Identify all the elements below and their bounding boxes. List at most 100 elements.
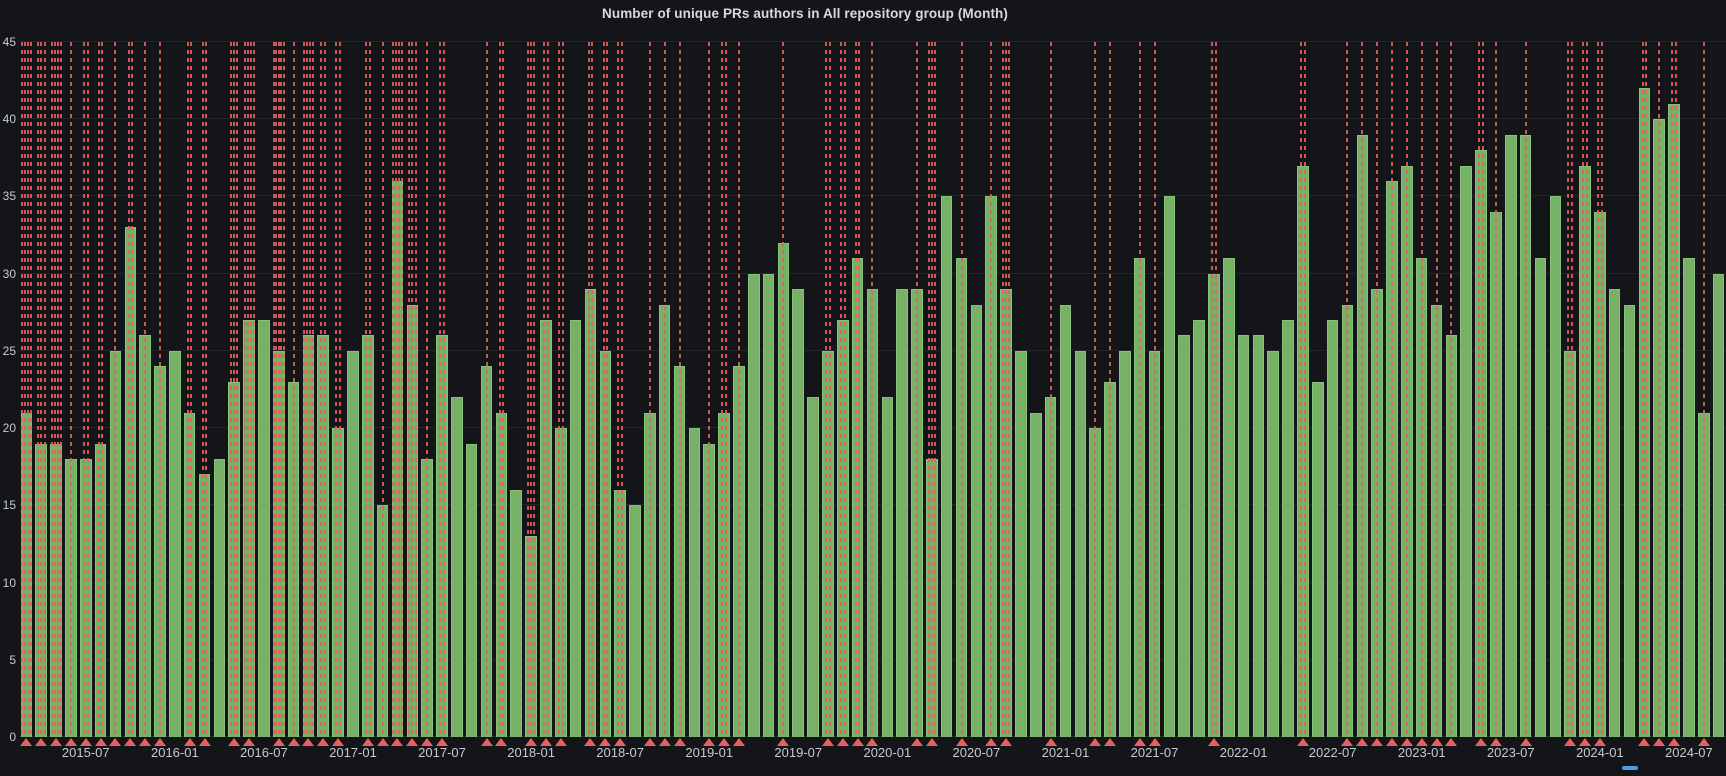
bar-2019-02[interactable]	[718, 412, 730, 737]
annotation-marker[interactable]	[1089, 738, 1102, 746]
annotation-marker[interactable]	[777, 738, 790, 746]
bar-2017-11[interactable]	[495, 412, 508, 737]
annotation-marker[interactable]	[718, 738, 731, 746]
bar-2021-12[interactable]	[1222, 258, 1235, 737]
bar-2019-10[interactable]	[837, 320, 849, 737]
annotation-marker[interactable]	[1103, 738, 1116, 746]
bar-2017-08[interactable]	[451, 397, 463, 737]
bar-2024-07[interactable]	[1683, 258, 1695, 737]
annotation-marker[interactable]	[406, 738, 419, 746]
bar-2018-03[interactable]	[554, 428, 567, 737]
bar-2023-11[interactable]	[1564, 350, 1576, 737]
bar-2023-12[interactable]	[1579, 165, 1591, 737]
bar-2015-07[interactable]	[79, 459, 92, 737]
bar-2023-07[interactable]	[1504, 134, 1517, 737]
annotation-marker[interactable]	[821, 738, 834, 746]
annotation-marker[interactable]	[153, 738, 166, 746]
annotation-marker[interactable]	[361, 738, 374, 746]
annotation-marker[interactable]	[985, 738, 998, 746]
annotation-marker[interactable]	[391, 738, 404, 746]
annotation-marker[interactable]	[911, 738, 923, 746]
annotation-marker[interactable]	[1638, 738, 1651, 746]
bar-2024-02[interactable]	[1608, 289, 1621, 737]
bar-2022-04[interactable]	[1282, 320, 1294, 737]
annotation-marker[interactable]	[658, 738, 671, 746]
bar-2022-07[interactable]	[1326, 320, 1339, 737]
bar-2017-01[interactable]	[347, 350, 359, 737]
annotation-marker[interactable]	[139, 738, 152, 746]
bar-2019-09[interactable]	[822, 350, 834, 737]
annotation-marker[interactable]	[584, 738, 597, 746]
annotation-marker[interactable]	[525, 738, 538, 746]
annotation-marker[interactable]	[495, 738, 508, 746]
annotation-marker[interactable]	[421, 738, 434, 746]
annotation-marker[interactable]	[1564, 738, 1577, 746]
annotation-marker[interactable]	[643, 738, 656, 746]
annotation-marker[interactable]	[480, 738, 493, 746]
bar-2023-05[interactable]	[1475, 150, 1487, 737]
bar-2016-07[interactable]	[258, 320, 270, 737]
annotation-marker[interactable]	[1386, 738, 1398, 746]
bar-2021-01[interactable]	[1059, 304, 1072, 737]
annotation-marker[interactable]	[866, 738, 879, 746]
annotation-marker[interactable]	[35, 738, 48, 746]
bar-2017-02[interactable]	[362, 335, 374, 737]
bar-2022-01[interactable]	[1237, 335, 1250, 737]
bar-2022-02[interactable]	[1252, 335, 1265, 737]
bar-2015-10[interactable]	[124, 227, 137, 737]
bar-2018-08[interactable]	[629, 505, 641, 737]
bar-2018-04[interactable]	[569, 320, 582, 737]
annotation-marker[interactable]	[1400, 738, 1413, 746]
bar-2017-09[interactable]	[465, 443, 478, 737]
annotation-marker[interactable]	[109, 738, 122, 746]
bar-2018-12[interactable]	[688, 428, 701, 737]
annotation-marker[interactable]	[1207, 738, 1220, 746]
bar-2022-03[interactable]	[1267, 350, 1280, 737]
annotation-marker[interactable]	[1000, 738, 1013, 746]
annotation-marker[interactable]	[64, 738, 77, 746]
annotation-marker[interactable]	[554, 738, 567, 746]
annotation-marker[interactable]	[436, 738, 449, 746]
bar-2019-07[interactable]	[792, 289, 805, 737]
bar-2016-03[interactable]	[198, 474, 211, 737]
bar-2022-06[interactable]	[1312, 381, 1324, 737]
bar-2018-05[interactable]	[584, 289, 597, 737]
bar-2016-02[interactable]	[183, 412, 196, 737]
annotation-marker[interactable]	[1044, 738, 1057, 746]
annotation-marker[interactable]	[317, 738, 330, 746]
annotation-marker[interactable]	[1356, 738, 1369, 746]
bar-2018-07[interactable]	[614, 489, 626, 737]
annotation-marker[interactable]	[1475, 738, 1488, 746]
annotation-marker[interactable]	[1430, 738, 1443, 746]
annotation-marker[interactable]	[1133, 738, 1146, 746]
bar-2022-05[interactable]	[1297, 165, 1309, 737]
bar-2024-06[interactable]	[1668, 103, 1680, 737]
annotation-marker[interactable]	[79, 738, 92, 746]
annotation-marker[interactable]	[1697, 738, 1710, 746]
annotation-marker[interactable]	[539, 738, 552, 746]
annotation-marker[interactable]	[124, 738, 137, 746]
annotation-marker[interactable]	[243, 738, 256, 746]
annotation-marker[interactable]	[1415, 738, 1428, 746]
bar-2021-02[interactable]	[1074, 350, 1087, 737]
annotation-marker[interactable]	[94, 738, 107, 746]
annotation-marker[interactable]	[673, 738, 686, 746]
bar-2016-11[interactable]	[317, 335, 330, 737]
bar-2020-02[interactable]	[896, 289, 908, 737]
bar-2021-05[interactable]	[1119, 350, 1131, 737]
annotation-marker[interactable]	[703, 738, 716, 746]
annotation-marker[interactable]	[228, 738, 241, 746]
annotation-marker[interactable]	[1653, 738, 1666, 746]
bar-2016-01[interactable]	[169, 350, 181, 737]
annotation-marker[interactable]	[1489, 738, 1502, 746]
bar-2018-06[interactable]	[599, 350, 612, 737]
annotation-marker[interactable]	[836, 738, 849, 746]
annotation-marker[interactable]	[925, 738, 938, 746]
bar-2016-12[interactable]	[332, 428, 344, 737]
annotation-marker[interactable]	[376, 738, 389, 746]
bar-2024-01[interactable]	[1594, 211, 1606, 737]
bar-2020-01[interactable]	[881, 397, 894, 737]
bar-2024-09[interactable]	[1712, 273, 1725, 737]
bar-2017-12[interactable]	[510, 489, 523, 737]
bar-2020-10[interactable]	[1015, 350, 1027, 737]
